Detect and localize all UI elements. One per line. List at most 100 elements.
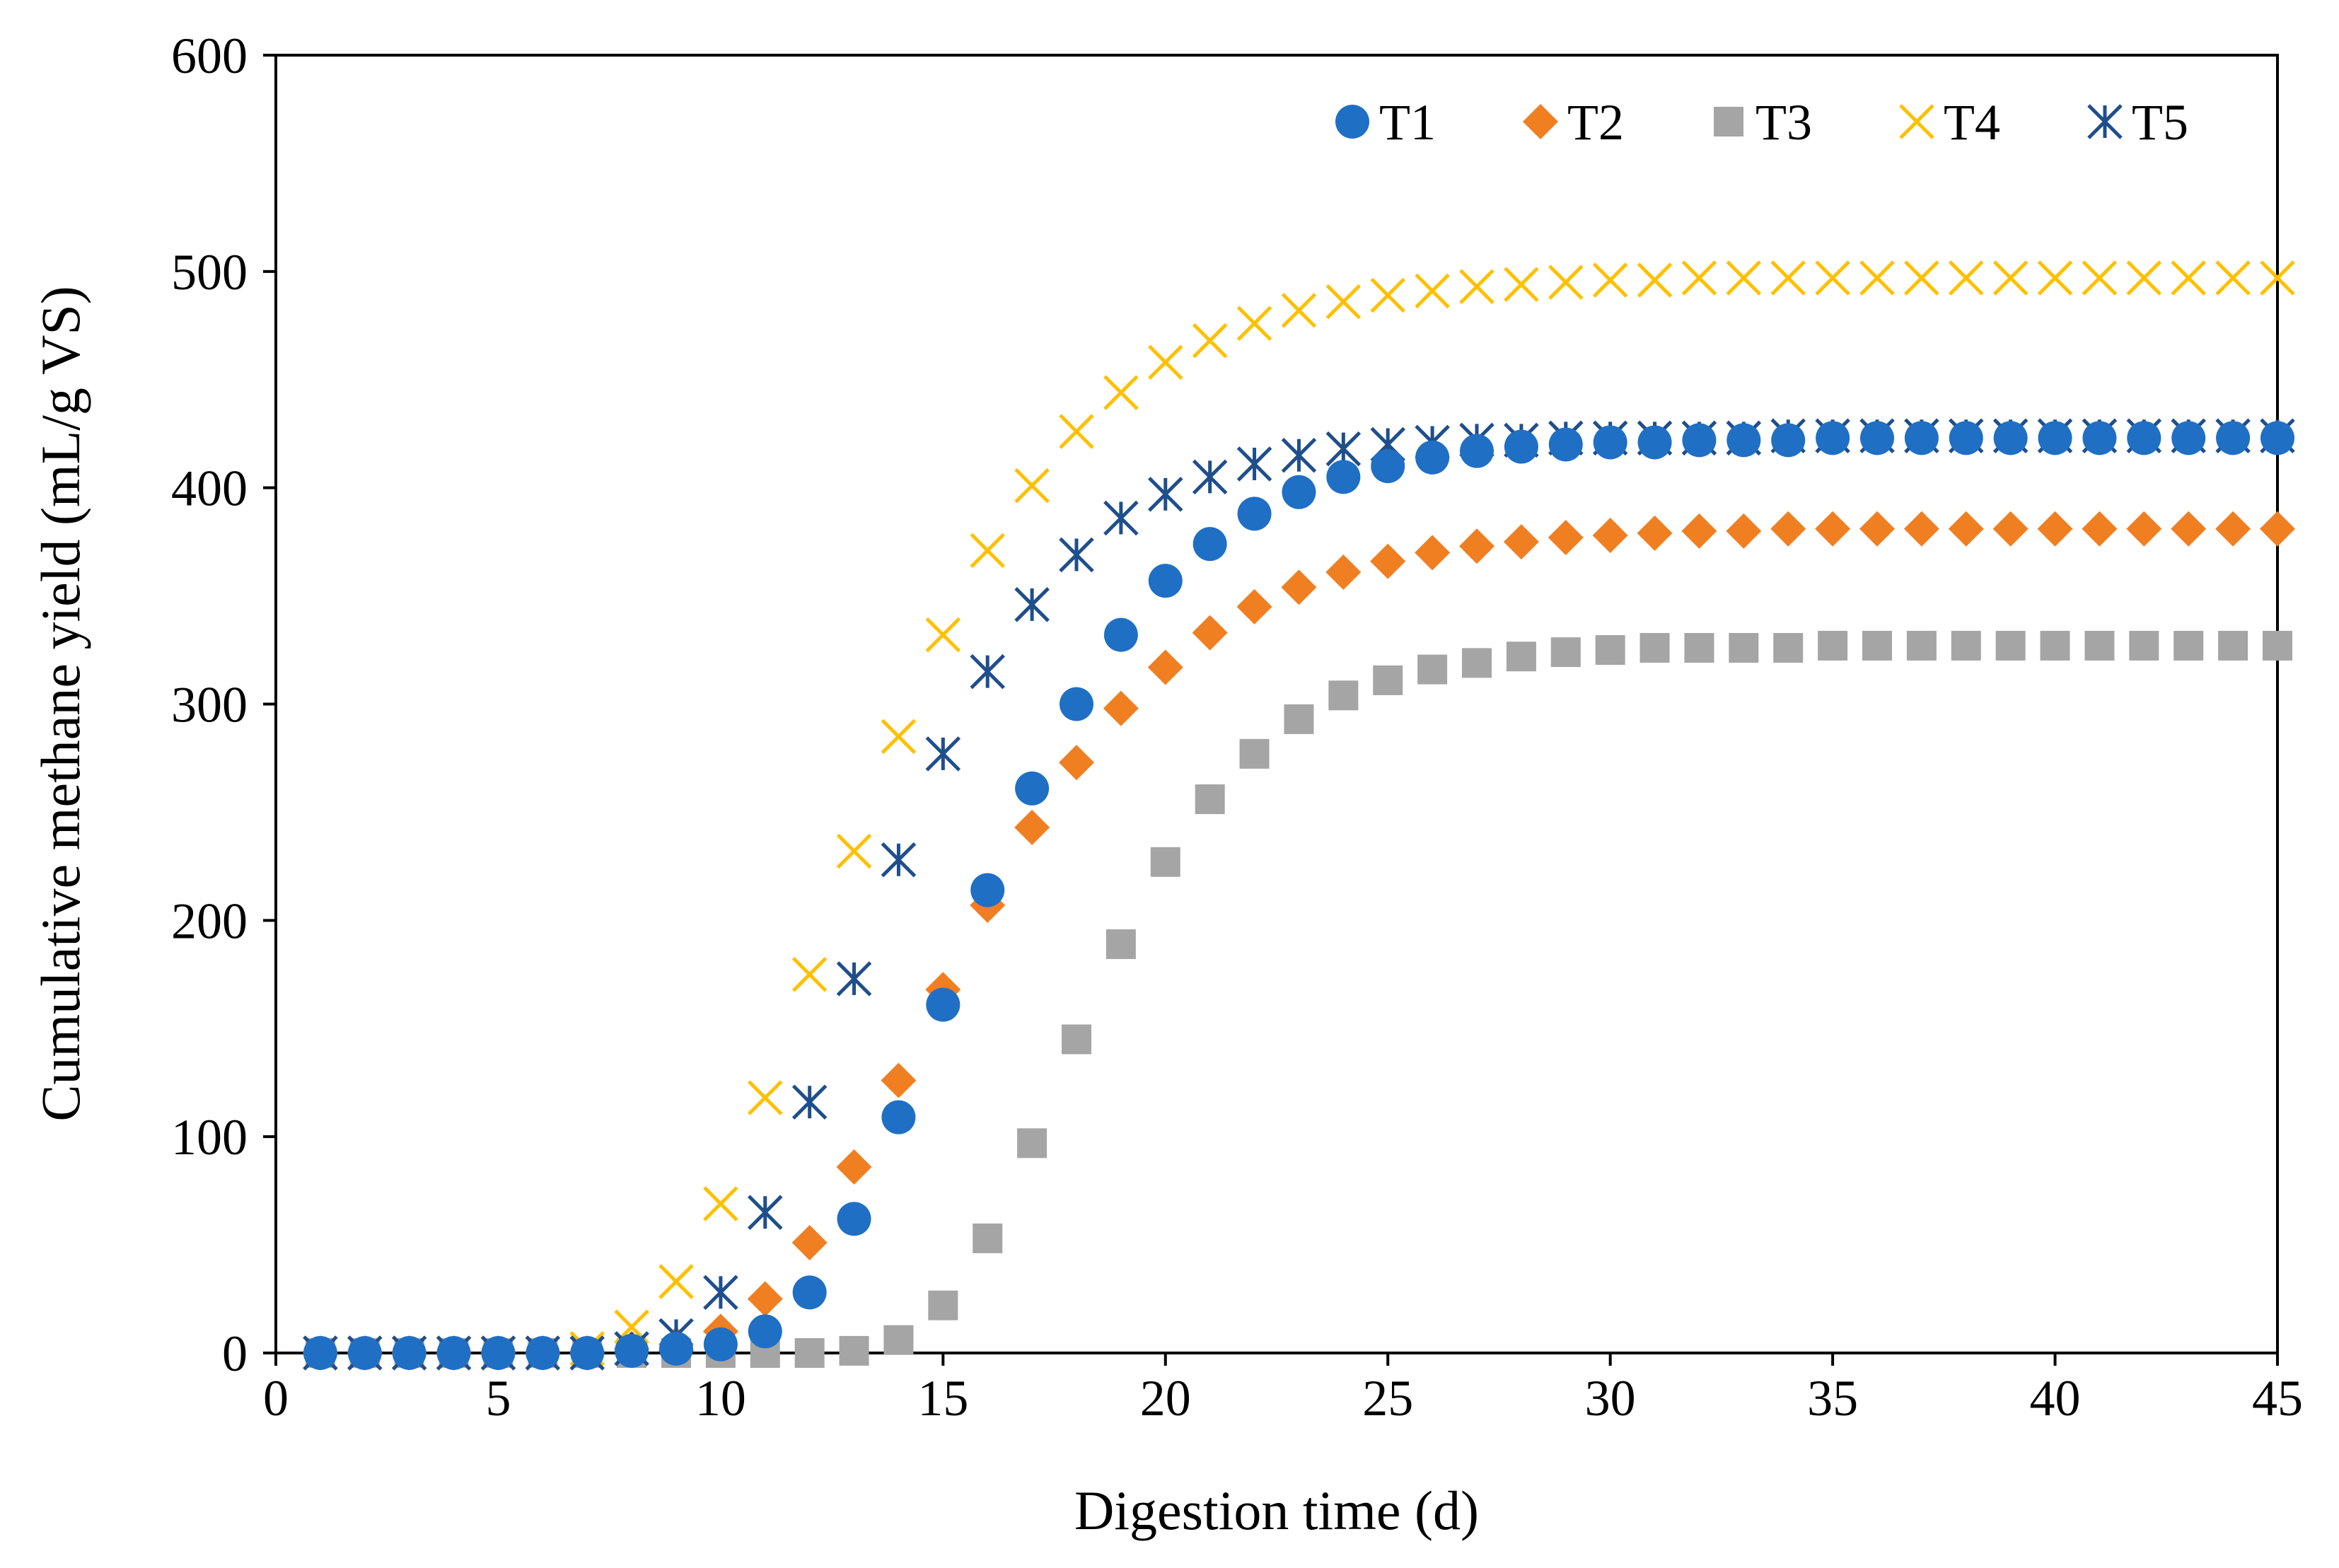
point-T3-day-20 <box>1150 847 1180 877</box>
point-T1-day-33 <box>1726 423 1761 458</box>
legend-item-T2: T2 <box>1523 94 1624 151</box>
x-tick-label: 40 <box>2030 1370 2081 1427</box>
x-tick-label: 45 <box>2252 1370 2303 1427</box>
legend-marker-T4 <box>1899 104 1934 139</box>
point-T5-day-14 <box>881 842 917 878</box>
point-T3-day-35 <box>1818 630 1848 661</box>
point-T1-day-26 <box>1415 440 1450 475</box>
point-T3-day-40 <box>2040 630 2070 661</box>
point-T3-day-21 <box>1195 784 1225 815</box>
point-T4-day-24 <box>1325 284 1362 320</box>
point-T2-day-34 <box>1770 511 1806 547</box>
point-T4-day-22 <box>1236 306 1272 342</box>
point-T3-day-19 <box>1105 929 1136 959</box>
point-T3-day-12 <box>794 1338 825 1368</box>
point-T2-day-30 <box>1592 517 1628 553</box>
point-T4-day-17 <box>1014 468 1050 504</box>
point-T1-day-6 <box>526 1336 560 1370</box>
point-T2-day-24 <box>1325 554 1362 590</box>
point-T4-day-15 <box>925 617 961 653</box>
point-T3-day-28 <box>1506 641 1536 672</box>
y-axis-title: Cumulative methane yield (mL/g VS) <box>30 286 91 1121</box>
point-T3-day-36 <box>1862 630 1892 661</box>
point-T1-day-5 <box>481 1336 516 1370</box>
legend-label-T2: T2 <box>1567 94 1624 151</box>
point-T1-day-9 <box>659 1331 693 1366</box>
point-T1-day-11 <box>748 1314 782 1349</box>
point-T4-day-21 <box>1192 323 1228 359</box>
y-tick-label: 200 <box>171 893 248 949</box>
point-T3-day-44 <box>2218 630 2248 661</box>
point-T1-day-37 <box>1904 421 1939 455</box>
point-T2-day-26 <box>1415 535 1451 571</box>
point-T1-day-43 <box>2171 421 2206 455</box>
y-tick-label: 500 <box>171 244 248 301</box>
point-T1-day-20 <box>1148 564 1183 598</box>
point-T3-day-16 <box>973 1223 1003 1253</box>
point-T2-day-27 <box>1459 528 1494 564</box>
point-T2-day-20 <box>1147 649 1183 685</box>
x-tick-label: 20 <box>1140 1370 1191 1427</box>
point-T5-day-21 <box>1192 459 1228 495</box>
legend-marker-T5 <box>2087 104 2123 139</box>
point-T1-day-38 <box>1949 421 1983 455</box>
point-T3-day-25 <box>1373 665 1403 695</box>
point-T4-day-44 <box>2215 260 2251 296</box>
point-T1-day-10 <box>703 1327 738 1361</box>
point-T2-day-23 <box>1281 569 1317 605</box>
point-T1-day-34 <box>1771 423 1806 458</box>
x-tick-label: 30 <box>1585 1370 1636 1427</box>
point-T2-day-45 <box>2260 511 2295 547</box>
legend-label-T1: T1 <box>1379 94 1436 151</box>
point-T2-day-44 <box>2215 511 2251 547</box>
point-T5-day-17 <box>1014 587 1050 622</box>
point-T2-day-21 <box>1192 615 1228 651</box>
point-T5-day-19 <box>1103 500 1139 536</box>
point-T2-day-28 <box>1503 524 1539 560</box>
point-T4-day-31 <box>1637 262 1673 298</box>
point-T1-day-44 <box>2216 421 2251 455</box>
point-T2-day-39 <box>1992 511 2029 547</box>
point-T4-day-29 <box>1548 265 1584 300</box>
x-tick-label: 25 <box>1362 1370 1413 1427</box>
point-T3-day-34 <box>1773 632 1804 663</box>
point-T2-day-41 <box>2082 511 2118 547</box>
point-T2-day-32 <box>1681 513 1717 549</box>
x-tick-label: 10 <box>695 1370 746 1427</box>
point-T1-day-1 <box>303 1336 337 1370</box>
point-T5-day-11 <box>748 1195 783 1230</box>
point-T3-day-17 <box>1017 1128 1047 1158</box>
point-T4-day-38 <box>1949 260 1984 296</box>
point-T4-day-11 <box>748 1080 783 1115</box>
point-T3-day-13 <box>839 1335 869 1366</box>
point-T2-day-12 <box>791 1225 828 1261</box>
point-T4-day-18 <box>1059 414 1094 449</box>
point-T4-day-39 <box>1992 260 2029 296</box>
point-T4-day-25 <box>1370 277 1405 313</box>
point-T3-day-24 <box>1328 680 1359 711</box>
legend-marker-T3 <box>1714 107 1743 137</box>
axis-ticks: 0 5 10 15 20 25 30 35 40 45 0 100 200 300 400 500 600 <box>171 28 2303 1427</box>
legend-label-T4: T4 <box>1944 94 2000 151</box>
legend-item-T4: T4 <box>1899 94 2000 151</box>
point-T1-day-4 <box>436 1336 471 1370</box>
point-T1-day-42 <box>2127 421 2161 455</box>
point-T1-day-39 <box>1993 421 2028 455</box>
point-T3-day-14 <box>883 1325 914 1355</box>
x-axis-title: Digestion time (d) <box>1074 1480 1479 1541</box>
point-T1-day-7 <box>570 1336 605 1370</box>
point-T1-day-30 <box>1593 425 1627 460</box>
point-T5-day-23 <box>1281 438 1317 473</box>
point-T1-day-2 <box>347 1336 382 1370</box>
y-tick-label: 600 <box>171 28 248 84</box>
point-T3-day-15 <box>928 1290 958 1320</box>
point-T4-day-23 <box>1281 293 1317 328</box>
point-T1-day-32 <box>1682 423 1717 458</box>
point-T1-day-28 <box>1504 429 1538 464</box>
point-T1-day-29 <box>1548 427 1583 462</box>
point-T3-day-45 <box>2263 630 2292 661</box>
point-T4-day-34 <box>1770 260 1806 296</box>
point-T1-day-21 <box>1192 527 1227 562</box>
point-T2-day-14 <box>881 1062 917 1098</box>
